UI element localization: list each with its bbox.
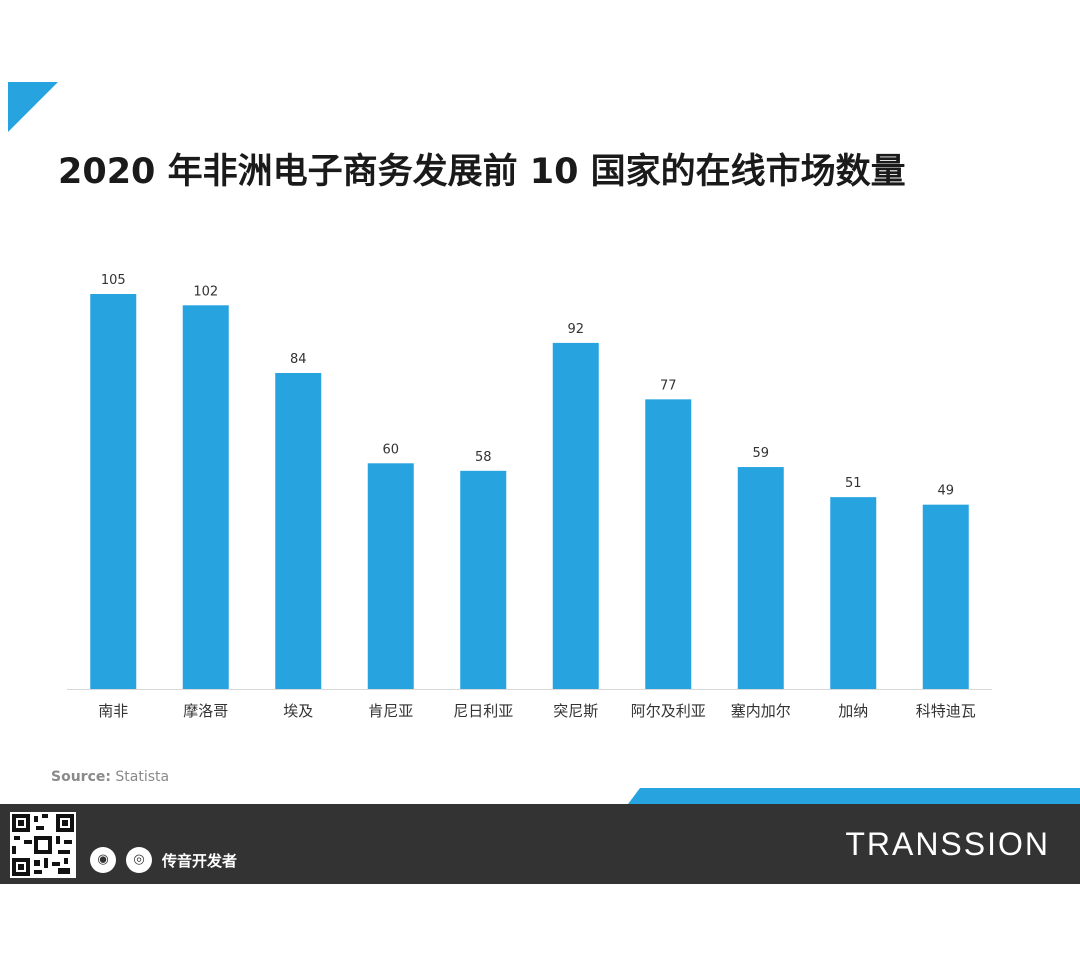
bar-chart: 105 南非 102 摩洛哥 84 埃及 60 肯尼亚 58 尼日利亚 92 突尼斯 77 阿尔及利亚 59…: [67, 273, 992, 720]
category-label: 塞内加尔: [731, 702, 791, 720]
category-label: 摩洛哥: [183, 702, 228, 720]
data-label: 92: [567, 322, 584, 337]
category-label: 埃及: [283, 702, 313, 720]
category-label: 突尼斯: [553, 702, 598, 720]
category-label: 加纳: [838, 702, 868, 720]
bar: [460, 470, 507, 689]
bar: [737, 467, 784, 689]
category-label: 肯尼亚: [368, 702, 413, 720]
data-label: 77: [660, 378, 677, 393]
footer-accent-bar: [628, 788, 1080, 804]
brand-logo: TRANSSION: [845, 826, 1050, 862]
bar: [922, 504, 969, 689]
category-label: 南非: [98, 702, 128, 720]
bar: [182, 305, 229, 689]
page-title: 2020 年非洲电子商务发展前 10 国家的在线市场数量: [58, 152, 906, 192]
data-label: 51: [845, 476, 862, 491]
data-label: 105: [101, 273, 126, 288]
weibo-icon[interactable]: ◎: [126, 847, 152, 873]
bar: [552, 342, 599, 689]
social-account-label: 传音开发者: [162, 852, 238, 870]
category-label: 科特迪瓦: [916, 702, 976, 720]
data-label: 84: [290, 352, 307, 367]
data-label: 60: [382, 442, 399, 457]
category-label: 阿尔及利亚: [631, 702, 706, 720]
source-value: Statista: [115, 769, 170, 785]
bar: [367, 463, 414, 689]
qr-code-icon: [10, 812, 76, 878]
data-label: 49: [937, 484, 954, 499]
data-label: 58: [475, 450, 492, 465]
corner-accent: [8, 82, 58, 132]
source-label: Source:: [51, 769, 111, 785]
bar: [645, 399, 692, 689]
bar: [90, 294, 137, 689]
source-note: Source: Statista: [51, 769, 169, 785]
footer-bar: [0, 804, 1080, 884]
bar: [275, 373, 322, 689]
data-label: 102: [193, 284, 218, 299]
bar: [830, 497, 877, 689]
data-label: 59: [752, 446, 769, 461]
wechat-icon[interactable]: ◉: [90, 847, 116, 873]
category-label: 尼日利亚: [453, 702, 513, 720]
